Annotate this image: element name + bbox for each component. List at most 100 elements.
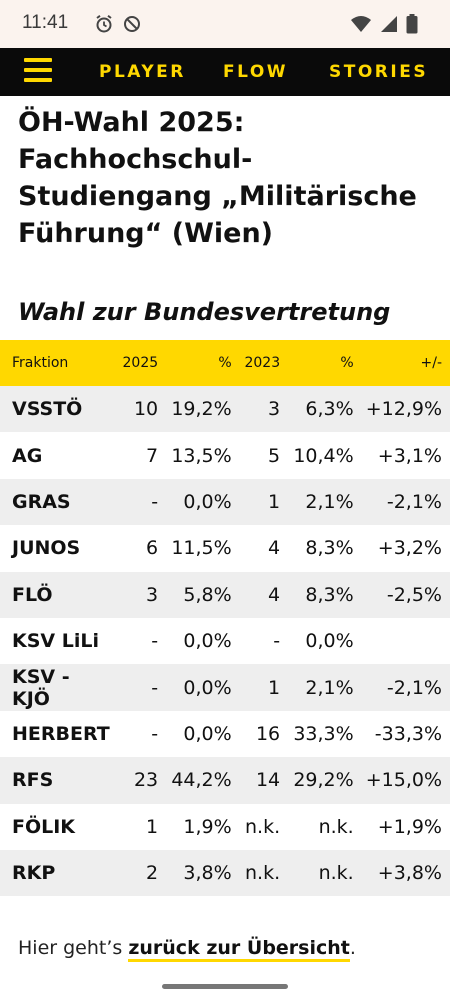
status-bar: 11:41 xyxy=(0,0,450,48)
row-fraktion: RKP xyxy=(12,862,56,885)
row-seats-2023: - xyxy=(273,630,281,653)
back-line: Hier geht’s zurück zur Übersicht. xyxy=(18,937,356,962)
do-not-disturb-icon xyxy=(124,16,140,32)
page-title: ÖH-Wahl 2025: Fachhochschul-Studiengang … xyxy=(18,107,417,249)
tab-flow[interactable]: FLOW xyxy=(223,62,289,82)
row-seats-2025: 3 xyxy=(146,583,159,606)
row-percent-2025: 0,0% xyxy=(183,490,232,513)
row-seats-2023: 4 xyxy=(268,537,281,560)
row-percent-2025: 13,5% xyxy=(171,444,232,467)
row-seats-2025: 1 xyxy=(146,815,159,838)
back-suffix: . xyxy=(349,937,356,959)
row-seats-2025: 6 xyxy=(146,537,159,560)
row-percent-2023: 8,3% xyxy=(305,537,354,560)
row-seats-2025: - xyxy=(151,490,159,513)
row-diff xyxy=(360,618,450,664)
row-fraktion: FÖLIK xyxy=(12,815,76,838)
row-seats-2025: 7 xyxy=(146,444,159,467)
row-percent-2023: 10,4% xyxy=(293,444,354,467)
header-fraktion: Fraktion xyxy=(12,355,69,371)
row-percent-2025: 0,0% xyxy=(183,722,232,745)
row-fraktion: RFS xyxy=(12,769,54,792)
row-fraktion: KSV - KJÖ xyxy=(12,665,70,710)
table-header-row: Fraktion 2025 % 2023 % +/- xyxy=(0,340,450,386)
table-row: KSV - KJÖ - 0,0% 1 2,1% -2,1% xyxy=(0,664,450,711)
row-seats-2025: - xyxy=(151,630,159,653)
row-percent-2023: 2,1% xyxy=(305,676,354,699)
row-seats-2023: n.k. xyxy=(245,815,281,838)
row-percent-2025: 44,2% xyxy=(171,769,232,792)
table-row: KSV LiLi - 0,0% - 0,0% xyxy=(0,618,450,664)
row-seats-2025: - xyxy=(151,722,159,745)
row-seats-2025: 10 xyxy=(133,398,159,421)
header-2025: 2025 xyxy=(122,355,159,371)
row-seats-2023: n.k. xyxy=(245,862,281,885)
table-row: AG 7 13,5% 5 10,4% +3,1% xyxy=(0,432,450,478)
header-percent-2025: % xyxy=(218,355,232,371)
table-row: JUNOS 6 11,5% 4 8,3% +3,2% xyxy=(0,525,450,571)
header-2023: 2023 xyxy=(244,355,281,371)
row-percent-2025: 11,5% xyxy=(171,537,232,560)
row-percent-2023: 8,3% xyxy=(305,583,354,606)
row-percent-2023: 33,3% xyxy=(293,722,354,745)
row-diff: +12,9% xyxy=(365,398,442,421)
row-fraktion: HERBERT xyxy=(12,722,110,745)
row-seats-2023: 5 xyxy=(268,444,281,467)
row-percent-2023: n.k. xyxy=(318,815,354,838)
row-percent-2023: 2,1% xyxy=(305,490,354,513)
row-seats-2025: - xyxy=(151,676,159,699)
row-diff: -2,5% xyxy=(386,583,442,606)
top-navigation: PLAYER FLOW STORIES xyxy=(0,48,450,96)
hamburger-menu-icon[interactable] xyxy=(24,58,52,86)
header-percent-2023: % xyxy=(340,355,354,371)
signal-icon xyxy=(381,16,397,32)
row-fraktion: FLÖ xyxy=(12,583,53,606)
row-diff: +3,2% xyxy=(377,537,442,560)
results-table: Fraktion 2025 % 2023 % +/- VSSTÖ 10 19,2% 3… xyxy=(0,340,450,897)
back-to-overview-link[interactable]: zurück zur Übersicht xyxy=(128,937,350,962)
header-diff: +/- xyxy=(420,355,443,371)
gesture-home-bar[interactable] xyxy=(162,984,288,989)
row-percent-2023: 29,2% xyxy=(293,769,354,792)
row-fraktion: GRAS xyxy=(12,490,71,513)
row-diff: -2,1% xyxy=(386,490,442,513)
row-fraktion: AG xyxy=(12,444,43,467)
table-row: VSSTÖ 10 19,2% 3 6,3% +12,9% xyxy=(0,386,450,433)
row-diff: +3,8% xyxy=(377,862,442,885)
row-seats-2023: 14 xyxy=(255,769,281,792)
row-percent-2025: 0,0% xyxy=(183,630,232,653)
row-diff: -33,3% xyxy=(374,722,442,745)
status-time: 11:41 xyxy=(22,12,69,33)
table-row: GRAS - 0,0% 1 2,1% -2,1% xyxy=(0,478,450,526)
table-row: FLÖ 3 5,8% 4 8,3% -2,5% xyxy=(0,571,450,618)
table-row: RKP 2 3,8% n.k. n.k. +3,8% xyxy=(0,849,450,897)
row-seats-2023: 16 xyxy=(255,722,281,745)
alarm-icon xyxy=(96,14,112,33)
back-prefix: Hier geht’s xyxy=(18,937,129,959)
row-seats-2023: 1 xyxy=(268,490,281,513)
row-fraktion: JUNOS xyxy=(12,537,81,560)
row-fraktion: VSSTÖ xyxy=(12,398,83,421)
tab-player[interactable]: PLAYER xyxy=(99,62,186,82)
row-diff: +1,9% xyxy=(377,815,442,838)
row-percent-2023: 6,3% xyxy=(305,398,354,421)
row-percent-2023: n.k. xyxy=(318,862,354,885)
row-percent-2025: 5,8% xyxy=(183,583,232,606)
battery-icon xyxy=(406,14,418,34)
row-percent-2025: 3,8% xyxy=(183,862,232,885)
section-subtitle: Wahl zur Bundesvertretung xyxy=(18,298,391,326)
tab-stories[interactable]: STORIES xyxy=(329,62,429,82)
row-diff: -2,1% xyxy=(386,676,442,699)
wifi-icon xyxy=(351,16,371,32)
row-fraktion: KSV LiLi xyxy=(12,630,99,653)
row-percent-2025: 1,9% xyxy=(183,815,232,838)
table-row: FÖLIK 1 1,9% n.k. n.k. +1,9% xyxy=(0,804,450,850)
table-row: HERBERT - 0,0% 16 33,3% -33,3% xyxy=(0,711,450,757)
row-seats-2023: 4 xyxy=(268,583,281,606)
row-diff: +3,1% xyxy=(377,444,442,467)
row-seats-2025: 2 xyxy=(146,862,159,885)
row-diff: +15,0% xyxy=(365,769,442,792)
row-seats-2025: 23 xyxy=(133,769,159,792)
row-percent-2025: 19,2% xyxy=(171,398,232,421)
row-seats-2023: 3 xyxy=(268,398,281,421)
